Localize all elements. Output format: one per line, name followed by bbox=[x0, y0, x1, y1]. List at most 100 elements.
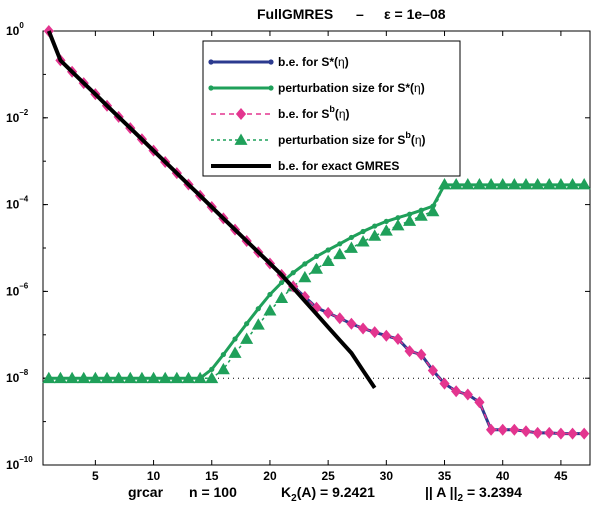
data-point-triangle bbox=[321, 254, 335, 266]
legend-item-be-star: b.e. for S*(η) bbox=[208, 55, 349, 69]
series-line bbox=[46, 30, 377, 389]
data-point-dot bbox=[372, 223, 378, 229]
series-line bbox=[48, 183, 585, 379]
x-tick-label: 10 bbox=[147, 469, 161, 483]
legend-label-superscript: b bbox=[329, 104, 335, 114]
data-point-dot bbox=[407, 211, 413, 217]
legend-label: perturbation size for Sb(η) bbox=[278, 130, 426, 147]
data-point-triangle bbox=[461, 178, 475, 190]
legend-marker bbox=[268, 85, 274, 91]
legend-label-close: ) bbox=[346, 107, 350, 121]
data-point-diamond bbox=[567, 427, 578, 440]
data-point-dot bbox=[383, 218, 389, 225]
data-point-triangle bbox=[193, 371, 207, 384]
y-tick-exponent: –10 bbox=[19, 455, 33, 464]
data-point-diamond bbox=[509, 423, 520, 436]
caption-norm-value: = 3.2394 bbox=[463, 484, 522, 500]
legend-label-symbol: η bbox=[338, 55, 345, 69]
data-point-diamond bbox=[369, 326, 380, 339]
legend-item-be-b: b.e. for Sb(η) bbox=[211, 104, 350, 121]
data-point-triangle bbox=[205, 371, 219, 384]
data-point-triangle bbox=[170, 371, 184, 384]
data-point-diamond bbox=[451, 385, 462, 398]
data-point-triangle bbox=[181, 371, 195, 384]
data-point-dot bbox=[360, 228, 366, 235]
y-tick-exponent: 0 bbox=[19, 21, 24, 30]
y-tick-label: 100 bbox=[6, 21, 24, 38]
data-point-diamond bbox=[381, 329, 392, 342]
y-tick-base: 10 bbox=[6, 198, 20, 212]
legend-label-close: ) bbox=[345, 55, 349, 69]
legend-label-text: b.e. for S*( bbox=[278, 55, 338, 69]
data-point-triangle bbox=[379, 224, 393, 236]
data-point-triangle bbox=[566, 178, 580, 190]
y-tick-label: 10–2 bbox=[6, 108, 29, 125]
data-point-triangle bbox=[310, 262, 323, 274]
y-tick-label: 10–4 bbox=[6, 195, 29, 212]
data-point-triangle bbox=[158, 371, 172, 384]
legend-marker bbox=[234, 133, 248, 145]
data-point-diamond bbox=[555, 427, 567, 440]
data-point-diamond bbox=[323, 306, 334, 319]
y-tick-base: 10 bbox=[6, 371, 20, 385]
y-tick-exponent: –4 bbox=[19, 195, 28, 204]
chart-title-epsilon: ε = 1e–08 bbox=[384, 6, 446, 22]
data-point-triangle bbox=[251, 318, 265, 330]
data-point-triangle bbox=[472, 178, 486, 190]
data-point-diamond bbox=[579, 427, 590, 440]
data-point-triangle bbox=[496, 178, 510, 190]
legend-marker bbox=[208, 59, 214, 65]
data-point-triangle bbox=[519, 178, 533, 190]
data-point-dot bbox=[325, 247, 331, 253]
y-tick-base: 10 bbox=[6, 284, 20, 298]
data-point-dot bbox=[255, 306, 261, 312]
data-point-diamond bbox=[427, 364, 438, 377]
data-point-dot bbox=[395, 215, 401, 221]
data-point-triangle bbox=[275, 291, 289, 303]
legend-item-ps-b: perturbation size for Sb(η) bbox=[211, 130, 426, 147]
data-point-diamond bbox=[392, 333, 404, 346]
data-point-dot bbox=[313, 253, 320, 260]
legend-marker bbox=[268, 59, 274, 65]
data-point-triangle bbox=[240, 332, 254, 344]
x-tick-label: 45 bbox=[554, 469, 568, 483]
axis-ticks: 5 10 15 20 25 30 35 40 4510010–210–410–610–810–1… bbox=[6, 21, 590, 483]
x-tick-label: 5 bbox=[92, 469, 99, 483]
legend-label-text: perturbation size for S bbox=[278, 133, 405, 147]
data-point-triangle bbox=[484, 178, 498, 190]
data-point-dot bbox=[302, 261, 308, 267]
data-point-dot bbox=[232, 336, 238, 342]
legend-label-symbol: η bbox=[415, 133, 422, 147]
data-point-dot bbox=[267, 291, 273, 298]
caption-matrix-norm: || A ||2 = 3.2394 bbox=[425, 484, 522, 504]
x-tick-label: 40 bbox=[496, 469, 510, 483]
data-point-triangle bbox=[77, 371, 91, 384]
data-point-triangle bbox=[112, 371, 126, 384]
data-point-dot bbox=[244, 321, 250, 327]
y-tick-label: 10–10 bbox=[6, 455, 33, 472]
legend: b.e. for S*(η)perturbation size for S*(η… bbox=[202, 40, 461, 177]
data-point-triangle bbox=[147, 371, 161, 384]
series-layer bbox=[42, 25, 591, 440]
data-point-triangle bbox=[298, 270, 312, 283]
data-point-dot bbox=[290, 270, 296, 276]
caption-kappa-symbol: K bbox=[281, 484, 291, 500]
x-axis-caption: grcar n = 100 K 2 (A) = 9.2421 || A ||2 = … bbox=[128, 484, 522, 504]
caption-matrix-name: grcar bbox=[128, 484, 164, 500]
data-point-diamond bbox=[357, 322, 369, 335]
data-point-dot bbox=[220, 351, 226, 358]
caption-matrix-size: n = 100 bbox=[189, 484, 237, 500]
data-point-triangle bbox=[426, 204, 440, 217]
x-tick-label: 30 bbox=[380, 469, 394, 483]
y-tick-exponent: –8 bbox=[19, 368, 28, 377]
caption-norm-subscript: 2 bbox=[458, 493, 464, 504]
legend-label-superscript: b bbox=[405, 130, 411, 140]
series-line bbox=[48, 183, 585, 380]
caption-kappa-value: (A) = 9.2421 bbox=[297, 484, 375, 500]
chart-title: FullGMRES – ε = 1e–08 bbox=[257, 6, 446, 22]
data-point-triangle bbox=[263, 304, 277, 316]
legend-label: b.e. for exact GMRES bbox=[278, 159, 399, 173]
data-point-triangle bbox=[53, 371, 67, 384]
data-point-triangle bbox=[42, 371, 56, 384]
x-tick-label: 15 bbox=[205, 469, 219, 483]
